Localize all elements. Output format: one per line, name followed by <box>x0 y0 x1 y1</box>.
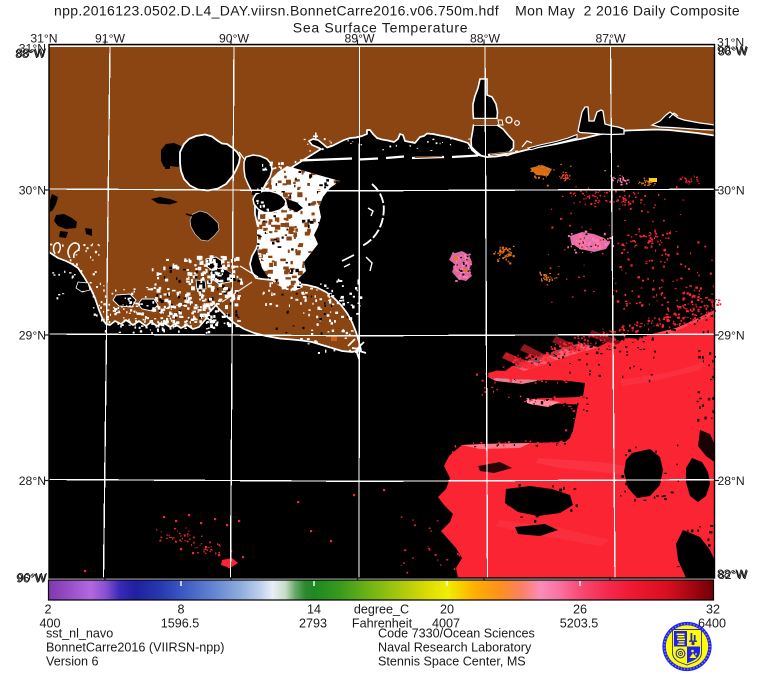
svg-text:30°N: 30°N <box>19 184 46 198</box>
svg-text:Version 6: Version 6 <box>46 655 99 669</box>
svg-text:6400: 6400 <box>698 617 726 631</box>
svg-text:87°W: 87°W <box>596 32 626 46</box>
svg-text:82°W: 82°W <box>718 568 748 582</box>
svg-text:Stennis Space Center, MS: Stennis Space Center, MS <box>378 655 526 669</box>
svg-text:88°W: 88°W <box>717 567 747 581</box>
svg-text:2: 2 <box>44 603 51 617</box>
svg-text:5203.5: 5203.5 <box>560 617 599 631</box>
svg-text:88°W: 88°W <box>470 32 500 46</box>
svg-text:28°N: 28°N <box>19 474 46 488</box>
svg-text:BonnetCarre2016 (VIIRSN-npp): BonnetCarre2016 (VIIRSN-npp) <box>46 641 225 655</box>
svg-text:31°N: 31°N <box>30 32 57 46</box>
svg-text:26: 26 <box>573 603 587 617</box>
svg-text:4007: 4007 <box>432 617 460 631</box>
svg-text:Naval Research Laboratory: Naval Research Laboratory <box>378 641 532 655</box>
svg-text:31°N: 31°N <box>19 42 46 56</box>
svg-text:Fahrenheit: Fahrenheit <box>352 617 413 631</box>
svg-text:30°N: 30°N <box>718 184 745 198</box>
svg-text:2793: 2793 <box>299 617 327 631</box>
svg-text:90°W: 90°W <box>219 32 249 46</box>
svg-text:400: 400 <box>39 617 60 631</box>
svg-text:1596.5: 1596.5 <box>161 617 200 631</box>
svg-text:Code 7330/Ocean Sciences: Code 7330/Ocean Sciences <box>378 627 535 641</box>
svg-text:91°W: 91°W <box>95 32 125 46</box>
svg-text:degree_C: degree_C <box>354 603 409 617</box>
svg-text:86°W: 86°W <box>718 45 748 59</box>
svg-text:14: 14 <box>307 603 321 617</box>
svg-text:8: 8 <box>177 603 184 617</box>
svg-text:Sea Surface Temperature: Sea Surface Temperature <box>293 19 468 35</box>
svg-text:29°N: 29°N <box>19 329 46 343</box>
svg-text:90°W: 90°W <box>17 571 47 585</box>
svg-text:32: 32 <box>706 603 720 617</box>
svg-text:20: 20 <box>440 603 454 617</box>
svg-text:90°W: 90°W <box>717 44 747 58</box>
svg-text:sst_nl_navo: sst_nl_navo <box>46 627 113 641</box>
svg-text:88°W: 88°W <box>16 46 46 60</box>
svg-text:29°N: 29°N <box>718 329 745 343</box>
svg-text:28°N: 28°N <box>718 474 745 488</box>
svg-text:npp.2016123.0502.D.L4_DAY.viir: npp.2016123.0502.D.L4_DAY.viirsn.BonnetC… <box>54 3 499 19</box>
svg-text:31°N: 31°N <box>717 36 744 50</box>
svg-text:88°W: 88°W <box>15 47 45 61</box>
svg-text:Mon May 2 2016 Daily Composit: Mon May 2 2016 Daily Composite <box>515 3 740 19</box>
svg-text:96°W: 96°W <box>16 572 46 586</box>
svg-text:89°W: 89°W <box>345 32 375 46</box>
